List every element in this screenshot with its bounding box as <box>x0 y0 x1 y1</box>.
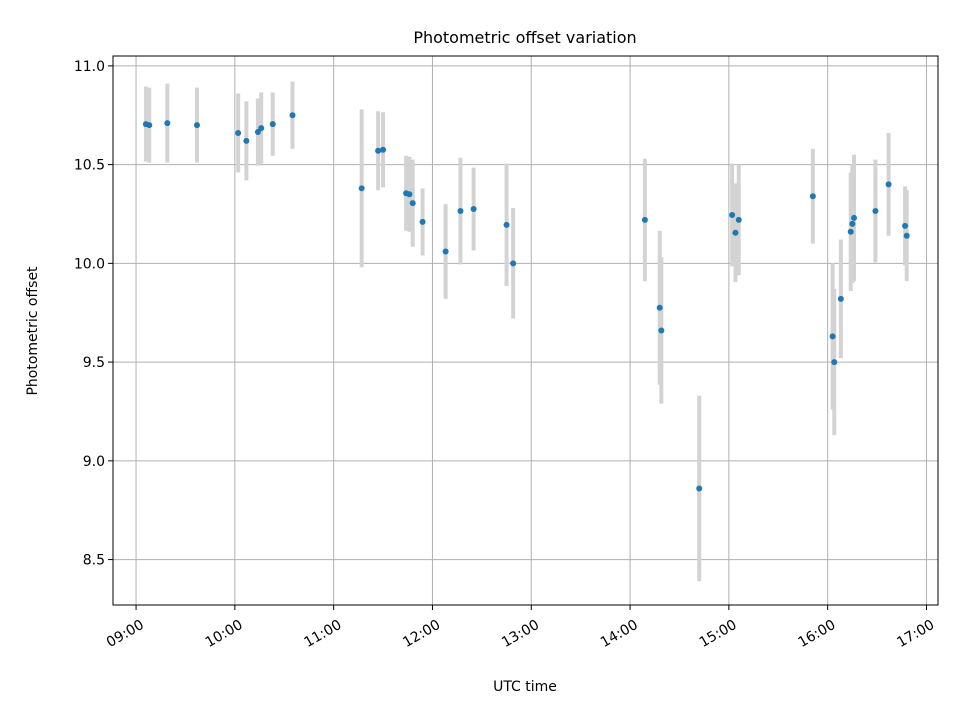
grid-lines <box>113 56 938 605</box>
plot-frame <box>112 55 939 606</box>
data-point <box>419 218 426 225</box>
data-point <box>442 248 449 255</box>
data-point <box>254 129 261 136</box>
data-point <box>809 193 816 200</box>
data-point <box>457 208 464 215</box>
data-point <box>829 333 836 340</box>
data-points <box>142 112 910 492</box>
y-axis-ticks: 8.5 9.0 9.5 10.0 10.5 11.0 <box>74 59 113 569</box>
data-point <box>258 125 265 132</box>
data-point <box>409 200 416 207</box>
data-point <box>503 221 510 228</box>
data-point <box>510 260 517 267</box>
data-point <box>902 222 909 229</box>
data-point <box>375 147 382 154</box>
data-point <box>872 208 879 215</box>
data-point <box>269 121 276 128</box>
data-point <box>847 228 854 235</box>
y-tick-label: 10.0 <box>74 256 105 272</box>
y-tick-label: 10.5 <box>74 158 105 174</box>
data-point <box>380 146 387 153</box>
data-point <box>243 137 250 144</box>
data-point <box>735 216 742 223</box>
data-point <box>729 211 736 218</box>
data-point <box>656 304 663 311</box>
y-axis-label: Photometric offset <box>25 266 41 396</box>
data-point <box>193 122 200 129</box>
y-tick-label: 8.5 <box>83 553 105 569</box>
plot-area <box>113 56 938 605</box>
data-point <box>658 327 665 334</box>
data-point <box>235 130 242 137</box>
data-point <box>289 112 296 119</box>
data-point <box>406 191 413 198</box>
data-point <box>641 216 648 223</box>
data-point <box>696 485 703 492</box>
chart-title: Photometric offset variation <box>413 28 636 47</box>
data-point <box>903 232 910 239</box>
data-point <box>732 229 739 236</box>
data-point <box>831 359 838 366</box>
data-point <box>358 185 365 192</box>
data-point <box>849 220 856 227</box>
data-point <box>837 295 844 302</box>
data-point <box>146 122 153 129</box>
y-tick-label: 11.0 <box>74 59 105 75</box>
y-tick-label: 9.0 <box>83 454 105 470</box>
y-tick-label: 9.5 <box>83 355 105 371</box>
data-point <box>164 120 171 127</box>
data-point <box>885 181 892 188</box>
data-point <box>851 214 858 221</box>
x-axis-label: UTC time <box>493 679 557 695</box>
data-point <box>470 206 477 213</box>
